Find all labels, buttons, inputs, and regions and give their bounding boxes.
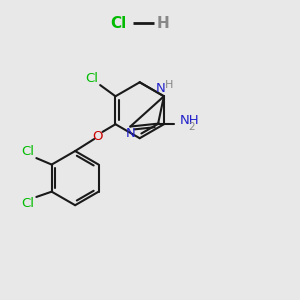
Text: Cl: Cl xyxy=(110,16,127,31)
Text: Cl: Cl xyxy=(21,197,34,210)
Text: N: N xyxy=(126,128,136,140)
Text: H: H xyxy=(165,80,173,90)
Text: Cl: Cl xyxy=(21,145,34,158)
Text: O: O xyxy=(92,130,103,142)
Text: Cl: Cl xyxy=(85,72,98,85)
Text: 2: 2 xyxy=(189,122,195,132)
Text: NH: NH xyxy=(179,114,199,127)
Text: H: H xyxy=(157,16,169,31)
Text: N: N xyxy=(155,82,165,94)
